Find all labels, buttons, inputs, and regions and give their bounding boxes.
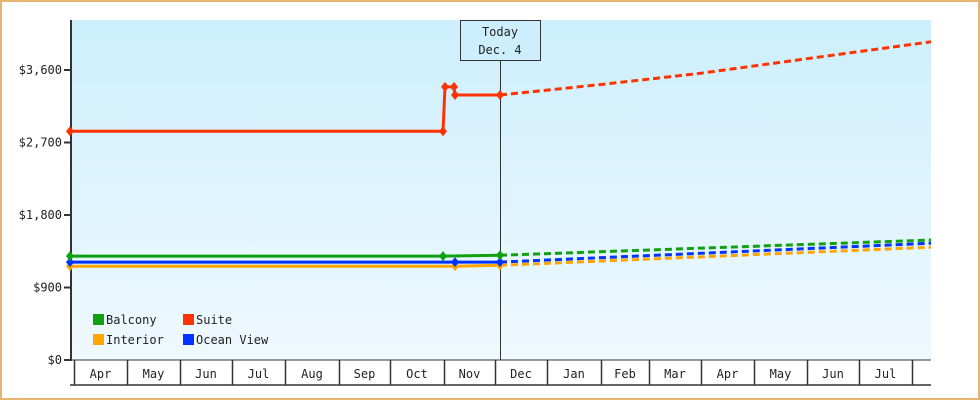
x-axis: Apr May Jun Jul Aug Sep Oct Nov Dec Jan Feb Mar Apr M… (70, 359, 931, 386)
y-tick-label: $900 (33, 281, 62, 295)
y-axis: $0 $900 $1,800 $2,700 $3,600 (19, 20, 72, 367)
legend-item-interior[interactable]: Interior (106, 333, 164, 347)
series-suite (66, 40, 932, 137)
legend-swatch (183, 334, 194, 345)
x-month-label: Apr (90, 367, 112, 381)
legend-item-balcony[interactable]: Balcony (106, 313, 157, 327)
x-month-label: May (770, 367, 792, 381)
x-month-label: Jul (875, 367, 897, 381)
x-month-label: Apr (717, 367, 739, 381)
y-tick-label: $1,800 (19, 208, 62, 222)
x-month-label: Jul (248, 367, 270, 381)
x-month-label: Jun (822, 367, 844, 381)
x-month-label: Feb (614, 367, 636, 381)
x-month-label: Oct (406, 367, 428, 381)
y-tick-label: $3,600 (19, 63, 62, 77)
y-tick-label: $0 (48, 353, 62, 367)
x-month-label: Sep (354, 367, 376, 381)
legend-item-ocean-view[interactable]: Ocean View (196, 333, 269, 347)
series-ocean-view (66, 241, 932, 268)
x-month-label: Nov (459, 367, 481, 381)
legend-swatch (93, 334, 104, 345)
today-label: Today (482, 25, 518, 39)
y-tick-label: $2,700 (19, 136, 62, 150)
x-month-label: Mar (664, 367, 686, 381)
x-month-label: Jan (563, 367, 585, 381)
legend: Balcony Suite Interior Ocean View (93, 313, 269, 347)
series-balcony (66, 238, 932, 262)
x-month-label: Dec (510, 367, 532, 381)
today-date: Dec. 4 (478, 43, 521, 57)
legend-swatch (183, 314, 194, 325)
legend-swatch (93, 314, 104, 325)
x-month-label: Aug (301, 367, 323, 381)
legend-item-suite[interactable]: Suite (196, 313, 232, 327)
x-month-label: Jun (195, 367, 217, 381)
x-month-label: May (143, 367, 165, 381)
today-marker: Today Dec. 4 (460, 20, 541, 360)
series-lines (66, 40, 932, 272)
